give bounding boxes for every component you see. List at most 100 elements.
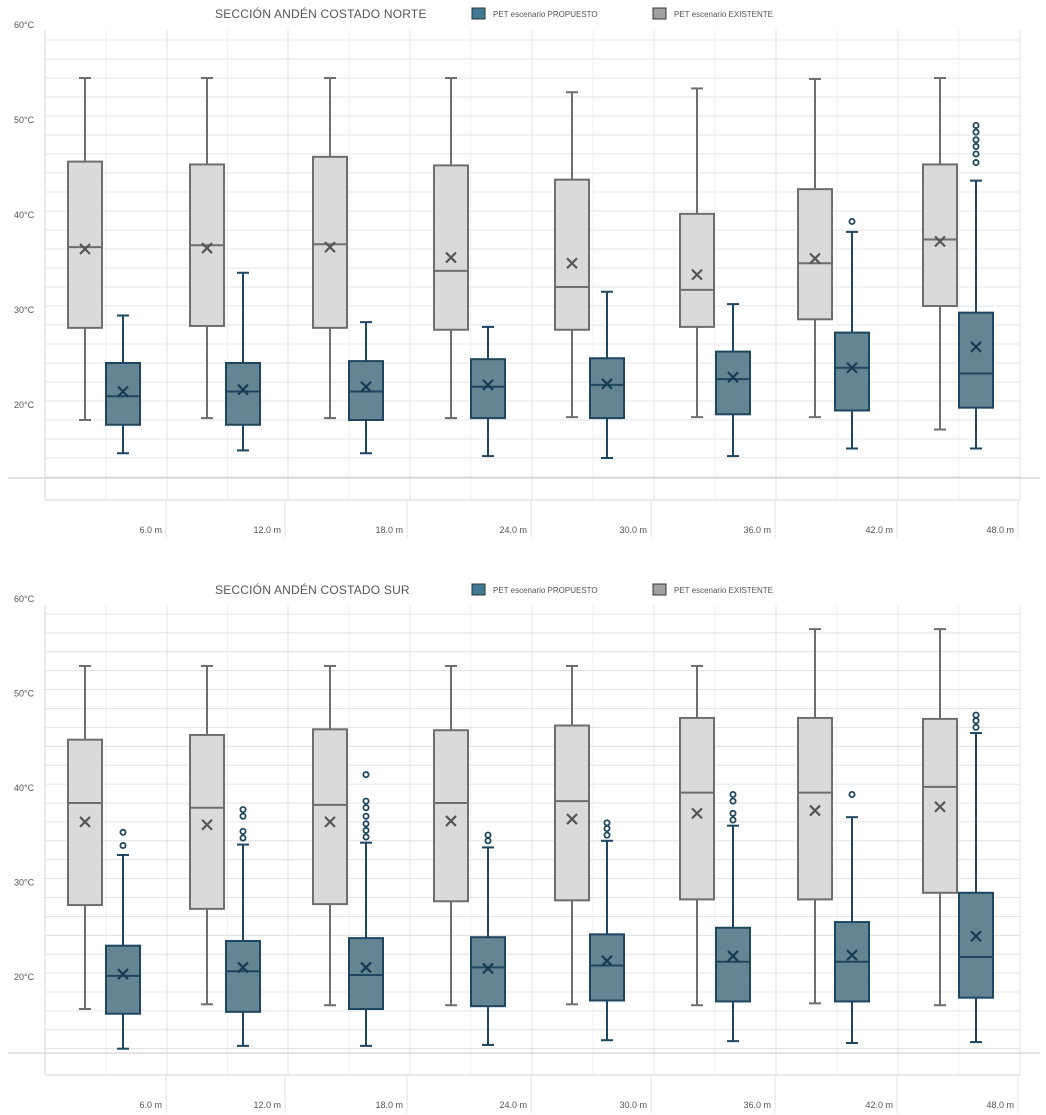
box-propuesto-4 [470,831,506,1046]
mean-marker [566,257,578,270]
mean-marker [566,813,578,825]
box-iqr [189,733,225,910]
box-iqr [834,331,870,412]
mean-marker [691,268,703,281]
outlier-point [362,826,370,834]
box-existente-5 [554,664,590,1006]
mean-marker [727,371,739,384]
box-existente-7 [797,628,833,1005]
outlier-point [972,711,980,719]
mean-marker [117,385,129,398]
outlier-point [972,150,980,158]
x-tick-label: 6.0 m [139,525,162,535]
box-iqr [433,164,469,331]
mean-marker [482,962,494,975]
box-iqr [433,729,469,903]
y-tick-label: 30°C [14,305,35,315]
box-existente-4 [433,664,469,1007]
box-existente-6 [679,87,715,419]
mean-marker [934,235,946,248]
legend-label: PET escenario PROPUESTO [493,10,598,19]
box-iqr [679,716,715,901]
outlier-point [972,122,980,130]
box-existente-2 [189,77,225,420]
mean-marker [445,251,457,264]
box-iqr [554,724,590,902]
outlier-point [239,812,247,820]
y-tick-label: 30°C [14,878,35,888]
box-propuesto-2 [225,806,261,1047]
box-iqr [797,188,833,321]
box-existente-3 [312,77,348,420]
box-iqr [225,362,261,426]
outlier-point [848,790,856,798]
outlier-point [972,159,980,167]
mean-marker [934,801,946,813]
y-tick-label: 50°C [14,689,35,699]
outlier-point [603,825,611,833]
box-propuesto-4 [470,325,506,458]
x-tick-label: 36.0 m [743,1100,771,1110]
mean-marker [360,961,372,974]
outlier-point [239,827,247,835]
outlier-point [972,128,980,136]
outlier-point [362,833,370,841]
box-existente-2 [189,664,225,1006]
x-tick-label: 48.0 m [986,525,1014,535]
box-iqr [589,357,625,420]
outlier-point [119,842,127,850]
outlier-point [729,790,737,798]
mean-marker [324,241,336,253]
box-propuesto-7 [834,790,870,1045]
mean-marker [445,815,457,827]
box-propuesto-2 [225,271,261,452]
box-propuesto-1 [105,314,141,455]
mean-marker [809,252,821,265]
box-propuesto-6 [715,790,751,1043]
legend-label: PET escenario EXISTENTE [674,586,773,595]
mean-marker [846,361,858,374]
mean-marker [237,961,249,974]
x-tick-label: 6.0 m [139,1100,162,1110]
mean-marker [727,950,739,962]
y-tick-label: 40°C [14,783,35,793]
box-iqr [922,163,958,307]
box-propuesto-3 [348,321,384,455]
box-propuesto-8 [958,711,994,1044]
box-iqr [105,362,141,426]
box-propuesto-6 [715,303,751,458]
mean-marker [970,930,982,943]
outlier-point [362,771,370,779]
box-existente-8 [922,77,958,431]
box-existente-1 [67,77,103,421]
outlier-point [362,797,370,805]
box-existente-5 [554,91,590,419]
box-existente-8 [922,628,958,1007]
x-tick-label: 18.0 m [375,1100,403,1110]
box-iqr [312,728,348,906]
outlier-point [972,717,980,725]
box-existente-6 [679,664,715,1007]
box-iqr [715,926,751,1003]
mean-marker [79,243,91,255]
x-tick-label: 30.0 m [619,1100,647,1110]
outlier-point [603,831,611,839]
legend-swatch [652,583,667,596]
x-tick-label: 18.0 m [375,525,403,535]
box-iqr [348,937,384,1011]
box-iqr [797,716,833,901]
legend-label: PET escenario EXISTENTE [674,10,773,19]
mean-marker [237,383,249,396]
x-tick-label: 12.0 m [253,525,281,535]
box-existente-1 [67,664,103,1011]
outlier-point [362,804,370,812]
y-tick-label: 20°C [14,972,35,982]
outlier-point [729,809,737,817]
box-existente-4 [433,77,469,420]
x-tick-label: 12.0 m [253,1100,281,1110]
outlier-point [119,828,127,836]
mean-marker [691,807,703,820]
outlier-point [972,136,980,144]
box-iqr [589,933,625,1002]
